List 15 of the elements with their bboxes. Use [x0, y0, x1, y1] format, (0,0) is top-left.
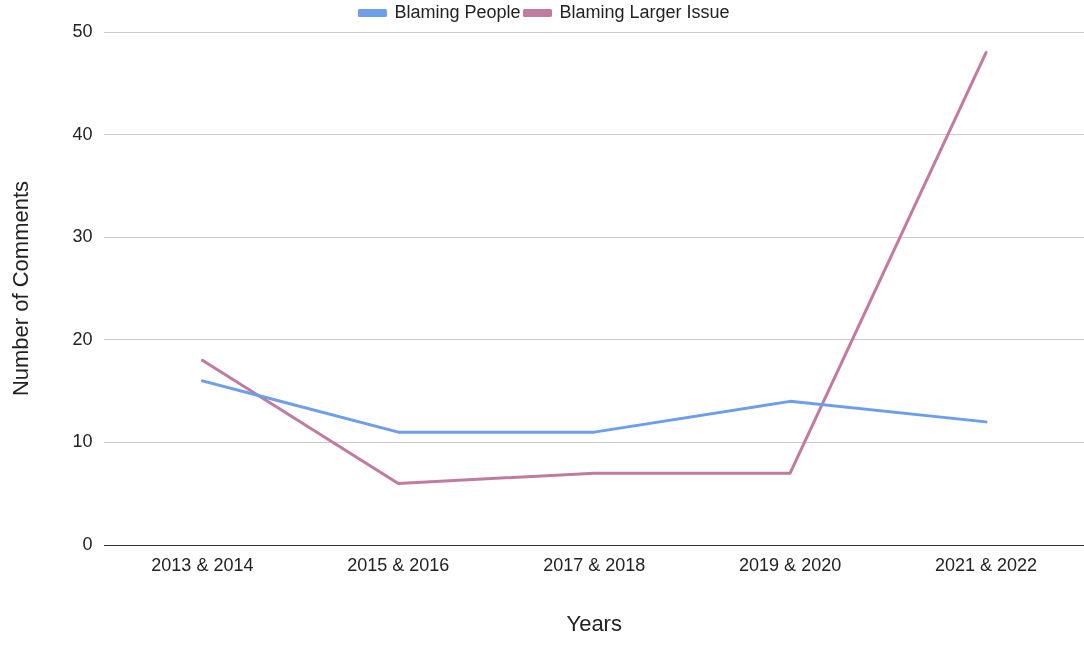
y-tick-label: 10 — [72, 431, 93, 452]
y-axis-title: Number of Comments — [8, 180, 34, 397]
x-tick-label: 2017 & 2018 — [543, 554, 646, 575]
x-tick-label: 2015 & 2016 — [347, 554, 450, 575]
legend-label: Blaming People — [394, 1, 521, 22]
y-tick-label: 30 — [72, 226, 93, 247]
y-tick-label: 20 — [72, 328, 93, 349]
x-tick-label: 2021 & 2022 — [935, 554, 1038, 575]
x-tick-label: 2019 & 2020 — [739, 554, 842, 575]
x-tick-label: 2013 & 2014 — [151, 554, 254, 575]
y-tick-label: 0 — [82, 533, 93, 554]
y-tick-label: 50 — [72, 20, 93, 41]
x-axis-title: Years — [566, 610, 622, 636]
legend-label: Blaming Larger Issue — [559, 1, 730, 22]
y-tick-label: 40 — [72, 123, 93, 144]
